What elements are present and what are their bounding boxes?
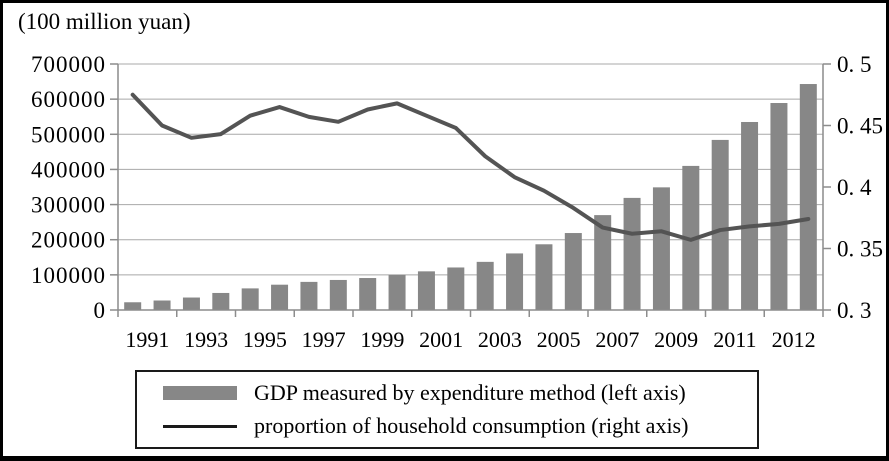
- gdp-bar: [417, 271, 435, 310]
- gdp-bar: [741, 121, 759, 310]
- gdp-bar: [447, 267, 465, 310]
- right-axis-tick-label: 0. 3: [837, 298, 872, 323]
- left-axis-tick-label: 500000: [31, 122, 106, 147]
- gdp-bar: [182, 297, 200, 310]
- legend-item-proportion: proportion of household consumption (rig…: [163, 413, 757, 439]
- left-axis-tick-label: 100000: [31, 263, 106, 288]
- gdp-bar: [799, 84, 817, 310]
- gdp-bar: [535, 244, 553, 310]
- x-tick-label: 2005: [537, 327, 581, 352]
- x-tick-label: 2009: [654, 327, 698, 352]
- x-tick-label: 1997: [302, 327, 346, 352]
- left-axis-tick-label: 0: [94, 298, 107, 323]
- x-tick-label: 1999: [360, 327, 404, 352]
- gdp-bar: [594, 215, 612, 310]
- left-axis-tick-label: 300000: [31, 193, 106, 218]
- x-tick-label: 2012: [772, 327, 816, 352]
- gdp-bar: [300, 281, 318, 310]
- gdp-bar: [212, 292, 230, 310]
- x-tick-label: 1991: [125, 327, 169, 352]
- left-axis-tick-label: 200000: [31, 228, 106, 253]
- left-axis-tick-label: 400000: [31, 157, 106, 182]
- gdp-bar: [271, 284, 289, 310]
- left-axis-tick-label: 700000: [31, 52, 106, 77]
- right-axis-tick-label: 0. 35: [837, 237, 883, 262]
- gdp-bar: [329, 279, 347, 310]
- left-axis-unit-label: (100 million yuan): [18, 9, 191, 34]
- gdp-bar: [711, 139, 729, 310]
- gdp-bar: [652, 187, 670, 310]
- x-tick-label: 2001: [419, 327, 463, 352]
- gdp-bar: [153, 300, 171, 310]
- chart-canvas: 0 100000 200000 300000 400000 500000 600000 700…: [31, 52, 883, 352]
- left-axis-tick-label: 600000: [31, 87, 106, 112]
- gdp-bar: [359, 278, 377, 310]
- gdp-bar-swatch: [163, 386, 237, 400]
- legend-label-gdp: GDP measured by expenditure method (left…: [254, 380, 686, 405]
- legend-label-proportion: proportion of household consumption (rig…: [254, 413, 689, 438]
- right-axis-tick-label: 0. 45: [837, 114, 883, 139]
- gdp-bar: [241, 288, 259, 310]
- x-tick-label: 2003: [478, 327, 522, 352]
- proportion-line-swatch: [163, 424, 237, 428]
- gdp-bar: [476, 261, 494, 310]
- gdp-bar: [124, 302, 142, 310]
- x-tick-label: 1993: [184, 327, 228, 352]
- gdp-bar: [564, 233, 582, 310]
- gdp-bar: [770, 103, 788, 310]
- gdp-bar: [388, 274, 406, 310]
- chart-legend: GDP measured by expenditure method (left…: [135, 370, 759, 449]
- x-tick-label: 2007: [595, 327, 639, 352]
- right-axis-tick-label: 0. 4: [837, 175, 872, 200]
- proportion-line: [130, 92, 811, 242]
- legend-item-gdp: GDP measured by expenditure method (left…: [163, 380, 757, 406]
- gdp-bar: [506, 253, 524, 310]
- x-tick-label: 1995: [243, 327, 287, 352]
- x-tick-label: 2011: [713, 327, 756, 352]
- right-axis-tick-label: 0. 5: [837, 52, 872, 77]
- gdp-bar: [623, 197, 641, 310]
